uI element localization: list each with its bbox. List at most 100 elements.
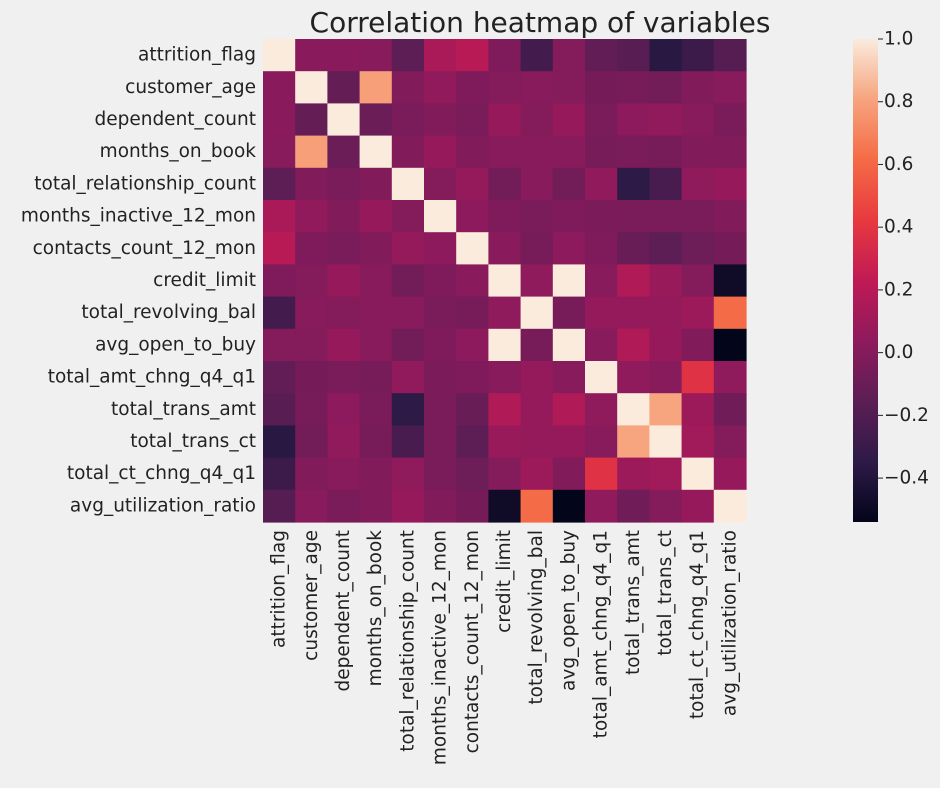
heatmap-cell-total_relationship_count-total_ct_chng_q4_q1 <box>681 167 715 201</box>
colorbar-tick-label: 0.4 <box>884 217 913 238</box>
heatmap-cell-months_inactive_12_mon-customer_age <box>295 200 328 233</box>
y-tick-label-months_inactive_12_mon: months_inactive_12_mon <box>21 206 256 227</box>
heatmap-cell-avg_utilization_ratio-total_trans_amt <box>617 489 650 523</box>
heatmap-cell-credit_limit-avg_open_to_buy <box>552 264 586 298</box>
heatmap-cell-avg_utilization_ratio-customer_age <box>295 489 328 523</box>
heatmap-cell-attrition_flag-total_trans_amt <box>617 39 650 72</box>
heatmap-cell-avg_utilization_ratio-credit_limit <box>488 489 522 523</box>
heatmap-cell-total_amt_chng_q4_q1-total_amt_chng_q4_q1 <box>585 361 618 394</box>
heatmap-cell-months_on_book-total_ct_chng_q4_q1 <box>681 135 715 169</box>
heatmap-cell-total_relationship_count-dependent_count <box>327 167 361 201</box>
heatmap-cell-months_inactive_12_mon-months_on_book <box>359 200 393 233</box>
heatmap-cell-total_revolving_bal-total_amt_chng_q4_q1 <box>585 296 618 330</box>
heatmap-cell-total_ct_chng_q4_q1-credit_limit <box>488 457 522 491</box>
colorbar-tick-label: 1.0 <box>884 29 913 50</box>
heatmap-cell-months_inactive_12_mon-total_amt_chng_q4_q1 <box>585 200 618 233</box>
heatmap-cell-total_trans_ct-dependent_count <box>327 425 361 459</box>
heatmap-cell-total_trans_ct-months_on_book <box>359 425 393 459</box>
heatmap-cell-total_ct_chng_q4_q1-avg_utilization_ratio <box>713 457 747 491</box>
heatmap-cell-credit_limit-months_on_book <box>359 264 393 298</box>
colorbar-tick-label: 0.0 <box>884 342 913 363</box>
y-tick-label-total_trans_ct: total_trans_ct <box>130 431 256 452</box>
heatmap-cell-total_trans_amt-total_trans_amt <box>617 393 650 426</box>
heatmap-cell-contacts_count_12_mon-total_relationship_count <box>391 232 425 265</box>
heatmap-cell-months_on_book-total_amt_chng_q4_q1 <box>585 135 618 169</box>
heatmap-cell-dependent_count-attrition_flag <box>263 103 296 137</box>
x-tick-label-dependent_count: dependent_count <box>333 530 354 692</box>
heatmap-cell-total_trans_amt-attrition_flag <box>263 393 296 426</box>
heatmap-cell-attrition_flag-avg_open_to_buy <box>552 39 586 72</box>
x-tick-label-total_revolving_bal: total_revolving_bal <box>526 530 547 705</box>
heatmap-cell-attrition_flag-total_revolving_bal <box>520 39 554 72</box>
heatmap-cell-total_trans_ct-customer_age <box>295 425 328 459</box>
heatmap-cell-dependent_count-credit_limit <box>488 103 522 137</box>
heatmap-cell-avg_open_to_buy-contacts_count_12_mon <box>456 328 489 362</box>
heatmap-cell-total_ct_chng_q4_q1-customer_age <box>295 457 328 491</box>
heatmap-cell-avg_utilization_ratio-total_relationship_count <box>391 489 425 523</box>
heatmap-cell-avg_utilization_ratio-total_ct_chng_q4_q1 <box>681 489 715 523</box>
heatmap-cell-total_trans_ct-credit_limit <box>488 425 522 459</box>
chart-title: Correlation heatmap of variables <box>310 6 771 39</box>
heatmap-cell-months_on_book-months_on_book <box>359 135 393 169</box>
heatmap-cell-credit_limit-total_trans_ct <box>649 264 683 298</box>
heatmap-cell-contacts_count_12_mon-total_revolving_bal <box>520 232 554 265</box>
heatmap-cell-avg_utilization_ratio-dependent_count <box>327 489 361 523</box>
heatmap-cell-total_ct_chng_q4_q1-total_relationship_count <box>391 457 425 491</box>
heatmap-cell-months_on_book-total_trans_amt <box>617 135 650 169</box>
x-tick-label-months_on_book: months_on_book <box>365 530 386 687</box>
heatmap-cell-total_trans_ct-total_trans_ct <box>649 425 683 459</box>
heatmap-cell-avg_utilization_ratio-total_revolving_bal <box>520 489 554 523</box>
heatmap-cell-attrition_flag-credit_limit <box>488 39 522 72</box>
heatmap-cell-months_inactive_12_mon-total_revolving_bal <box>520 200 554 233</box>
heatmap-cell-total_amt_chng_q4_q1-avg_utilization_ratio <box>713 361 747 394</box>
heatmap-cell-total_relationship_count-avg_open_to_buy <box>552 167 586 201</box>
heatmap-cell-contacts_count_12_mon-contacts_count_12_mon <box>456 232 489 265</box>
heatmap-cell-total_amt_chng_q4_q1-months_inactive_12_mon <box>424 361 457 394</box>
heatmap-cell-customer_age-customer_age <box>295 71 328 104</box>
y-tick-label-attrition_flag: attrition_flag <box>138 45 256 66</box>
y-tick-label-total_trans_amt: total_trans_amt <box>111 399 256 420</box>
heatmap-cell-months_on_book-months_inactive_12_mon <box>424 135 457 169</box>
heatmap-cells <box>263 39 747 523</box>
heatmap-cell-dependent_count-total_trans_ct <box>649 103 683 137</box>
heatmap-cell-total_revolving_bal-dependent_count <box>327 296 361 330</box>
heatmap-cell-customer_age-total_relationship_count <box>391 71 425 104</box>
heatmap-cell-total_trans_ct-contacts_count_12_mon <box>456 425 489 459</box>
heatmap-cell-months_inactive_12_mon-dependent_count <box>327 200 361 233</box>
heatmap-cell-credit_limit-customer_age <box>295 264 328 298</box>
heatmap-cell-total_revolving_bal-avg_utilization_ratio <box>713 296 747 330</box>
heatmap-cell-contacts_count_12_mon-attrition_flag <box>263 232 296 265</box>
heatmap-cell-avg_open_to_buy-customer_age <box>295 328 328 362</box>
heatmap-cell-total_amt_chng_q4_q1-contacts_count_12_mon <box>456 361 489 394</box>
heatmap-cell-contacts_count_12_mon-total_amt_chng_q4_q1 <box>585 232 618 265</box>
heatmap-cell-total_relationship_count-contacts_count_12_mon <box>456 167 489 201</box>
x-axis-tick-labels: attrition_flag customer_age dependent_coun… <box>269 530 741 765</box>
heatmap-cell-contacts_count_12_mon-total_ct_chng_q4_q1 <box>681 232 715 265</box>
heatmap-cell-total_trans_ct-avg_open_to_buy <box>552 425 586 459</box>
heatmap-cell-total_trans_amt-total_amt_chng_q4_q1 <box>585 393 618 426</box>
heatmap-cell-total_ct_chng_q4_q1-dependent_count <box>327 457 361 491</box>
y-tick-label-months_on_book: months_on_book <box>100 141 257 162</box>
heatmap-cell-total_revolving_bal-avg_open_to_buy <box>552 296 586 330</box>
colorbar-tick-label: 0.8 <box>884 91 913 112</box>
x-tick-label-customer_age: customer_age <box>301 530 322 661</box>
heatmap-cell-avg_utilization_ratio-total_trans_ct <box>649 489 683 523</box>
heatmap-cell-dependent_count-total_ct_chng_q4_q1 <box>681 103 715 137</box>
heatmap-cell-customer_age-credit_limit <box>488 71 522 104</box>
heatmap-cell-customer_age-total_ct_chng_q4_q1 <box>681 71 715 104</box>
y-axis-tick-labels: attrition_flag customer_age dependent_coun… <box>21 45 256 517</box>
heatmap-cell-customer_age-dependent_count <box>327 71 361 104</box>
heatmap-cell-avg_open_to_buy-total_revolving_bal <box>520 328 554 362</box>
heatmap-cell-months_on_book-avg_open_to_buy <box>552 135 586 169</box>
y-tick-label-total_amt_chng_q4_q1: total_amt_chng_q4_q1 <box>48 367 256 388</box>
heatmap-cell-total_trans_amt-total_relationship_count <box>391 393 425 426</box>
heatmap-cell-attrition_flag-total_amt_chng_q4_q1 <box>585 39 618 72</box>
y-tick-label-total_revolving_bal: total_revolving_bal <box>81 302 256 323</box>
heatmap-cell-customer_age-attrition_flag <box>263 71 296 104</box>
heatmap-cell-attrition_flag-contacts_count_12_mon <box>456 39 489 72</box>
heatmap-cell-avg_utilization_ratio-months_inactive_12_mon <box>424 489 457 523</box>
heatmap-cell-total_trans_ct-total_trans_amt <box>617 425 650 459</box>
heatmap-cell-total_amt_chng_q4_q1-months_on_book <box>359 361 393 394</box>
heatmap-cell-total_trans_amt-avg_utilization_ratio <box>713 393 747 426</box>
